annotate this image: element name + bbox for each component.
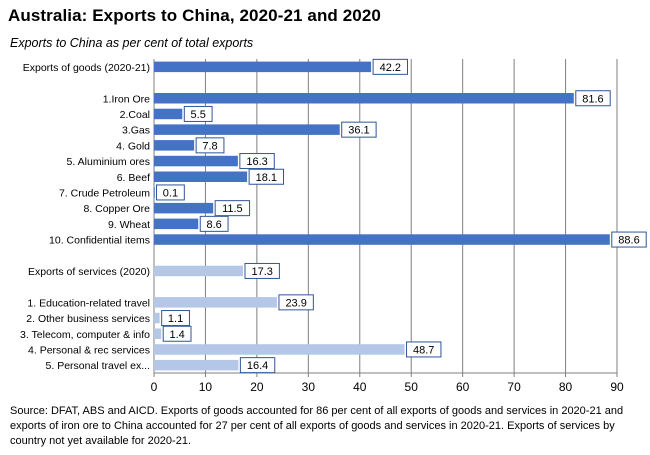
x-tick-label: 70 xyxy=(507,380,521,394)
data-label-box xyxy=(199,215,229,232)
data-label: 48.7 xyxy=(413,344,434,356)
data-label-box xyxy=(162,325,192,342)
bar xyxy=(154,359,239,371)
bar xyxy=(154,140,195,151)
chart-subtitle: Exports to China as per cent of total ex… xyxy=(10,36,254,50)
category-label: 5. Aluminium ores xyxy=(67,156,150,168)
category-label: 9. Wheat xyxy=(108,219,150,231)
bar xyxy=(154,344,405,355)
bar xyxy=(154,265,243,277)
bar xyxy=(154,93,574,104)
grid-lines xyxy=(204,59,618,373)
category-label: 3. Telecom, computer & info xyxy=(20,329,150,341)
data-label: 42.2 xyxy=(380,62,401,74)
data-label: 23.9 xyxy=(285,297,306,309)
x-tick-label: 10 xyxy=(199,380,213,394)
category-label: 2.Coal xyxy=(120,109,150,121)
data-label-box xyxy=(372,58,408,75)
data-label: 16.3 xyxy=(246,156,267,168)
category-label: 8. Copper Ore xyxy=(83,203,150,215)
data-label-box xyxy=(239,357,276,374)
data-label-box xyxy=(183,105,213,122)
bar xyxy=(154,297,277,308)
data-label-box xyxy=(161,310,190,327)
category-label: 10. Confidential items xyxy=(49,235,150,247)
data-label: 7.8 xyxy=(202,140,217,152)
data-label: 18.1 xyxy=(256,172,277,184)
data-label: 88.6 xyxy=(618,235,639,247)
bar xyxy=(154,171,248,182)
data-label: 1.1 xyxy=(168,313,183,325)
category-label: Exports of services (2020) xyxy=(28,266,150,278)
bar xyxy=(154,61,372,73)
data-labels: 42.2 81.6 5.5 36.1 7.8 16.3 18.1 0.1 11.58.6 88.6… xyxy=(156,58,647,374)
category-label: 5. Personal travel ex... xyxy=(46,360,150,372)
bar xyxy=(154,155,238,167)
x-tick-label: 60 xyxy=(456,380,470,394)
bar xyxy=(154,108,183,120)
x-tick-label: 30 xyxy=(302,380,316,394)
data-label: 36.1 xyxy=(348,125,369,137)
category-label: Exports of goods (2020-21) xyxy=(23,62,150,74)
bar xyxy=(154,124,340,135)
x-tick-label: 0 xyxy=(151,380,158,394)
data-label-box xyxy=(611,231,647,248)
bar xyxy=(154,234,610,245)
data-label: 1.4 xyxy=(169,329,184,341)
source-note: Source: DFAT, ABS and AICD. Exports of g… xyxy=(10,405,624,447)
x-tick-label: 20 xyxy=(250,380,264,394)
data-label: 81.6 xyxy=(582,93,603,105)
data-label-box xyxy=(244,262,280,279)
bars xyxy=(154,61,610,371)
bar xyxy=(154,312,160,324)
data-label: 11.5 xyxy=(222,203,243,215)
data-label: 5.5 xyxy=(191,109,206,121)
data-label: 17.3 xyxy=(251,266,272,278)
category-label: 7. Crude Petroleum xyxy=(59,187,150,199)
category-label: 1.Iron Ore xyxy=(103,93,150,105)
data-label: 16.4 xyxy=(247,360,268,372)
category-label: 4. Personal & rec services xyxy=(28,344,150,356)
data-label-box xyxy=(156,184,185,201)
x-tick-label: 90 xyxy=(610,380,624,394)
category-label: 4. Gold xyxy=(116,140,150,152)
category-label: 2. Other business services xyxy=(26,313,150,325)
data-label: 8.6 xyxy=(206,219,221,231)
data-label-box xyxy=(248,168,285,185)
data-label-box xyxy=(278,294,314,311)
category-labels: Exports of goods (2020-21) 1.Iron Ore 2.Co… xyxy=(20,62,150,372)
chart-title: Australia: Exports to China, 2020-21 and… xyxy=(8,6,381,25)
x-tick-label: 50 xyxy=(405,380,419,394)
bar xyxy=(154,187,155,198)
data-label-box xyxy=(575,90,611,107)
bar xyxy=(154,218,199,230)
x-tick-label: 40 xyxy=(353,380,367,394)
data-label-box xyxy=(239,153,275,170)
data-label: 0.1 xyxy=(163,187,178,199)
data-label-box xyxy=(406,341,442,358)
category-label: 3.Gas xyxy=(122,125,150,137)
category-label: 1. Education-related travel xyxy=(27,297,150,309)
data-label-box xyxy=(195,137,225,154)
data-label-box xyxy=(214,200,251,217)
category-label: 6. Beef xyxy=(117,172,150,184)
bar xyxy=(154,202,214,214)
bar xyxy=(154,328,162,339)
x-tick-label: 80 xyxy=(559,380,573,394)
data-label-box xyxy=(341,121,377,138)
